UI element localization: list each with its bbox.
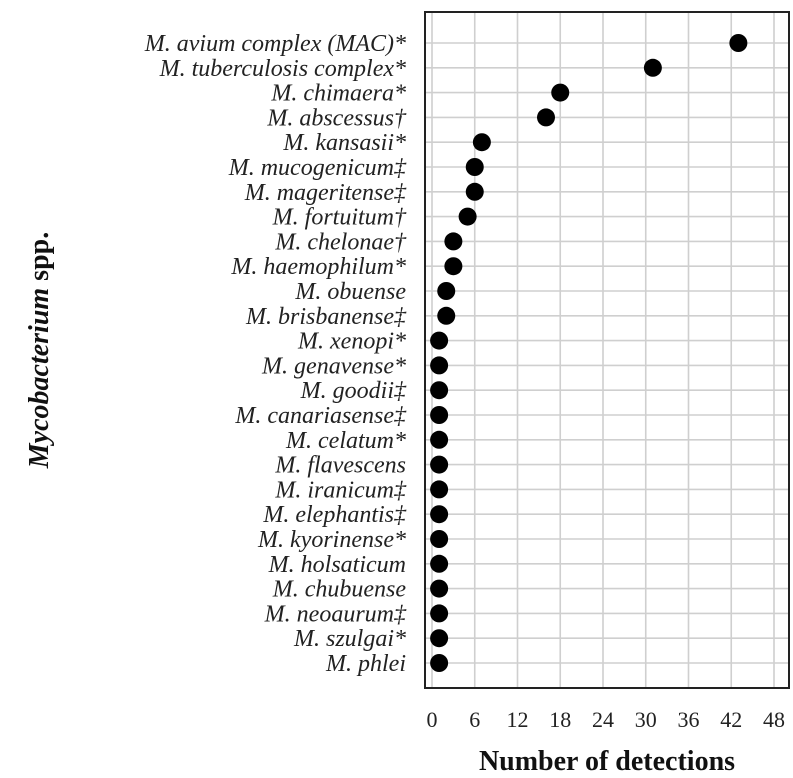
category-label: M. abscessus† [266,105,407,131]
category-labels: M. avium complex (MAC)*M. tuberculosis c… [144,31,407,677]
y-axis-title: Mycobacterium spp. [24,232,55,469]
category-label: M. szulgai* [293,626,406,652]
data-point [472,133,491,152]
category-label: M. neoaurum‡ [264,601,407,627]
category-label: M. elephantis‡ [262,502,407,528]
x-tick-labels: 0 6 12 18 24 30 36 42 48 [427,707,786,732]
category-label: M. chimaera* [270,81,406,107]
data-point [430,530,449,548]
x-tick-label: 42 [720,707,742,732]
grid-lines [425,12,789,688]
category-label: M. flavescens [274,453,406,479]
x-axis-title: Number of detections [479,746,735,777]
data-point [444,257,463,276]
data-point [465,158,484,176]
data-point [430,406,449,424]
category-label: M. tuberculosis complex* [159,56,406,82]
data-point [458,207,477,226]
category-label: M. xenopi* [297,329,406,355]
plot-frame [424,11,790,689]
category-label: M. chelonae† [274,229,407,255]
data-point [430,579,449,598]
data-point [537,108,555,127]
data-point [643,58,662,77]
data-point [430,455,449,474]
x-tick-label: 6 [469,707,480,732]
category-label: M. mageritense‡ [244,180,407,206]
category-label: M. holsaticum [268,552,406,578]
data-point [430,629,449,648]
x-tick-label: 0 [427,707,438,732]
data-point [437,282,456,300]
data-point [430,604,449,623]
data-point [465,182,484,201]
category-label: M. kyorinense* [257,527,406,553]
x-tick-label: 24 [592,707,614,732]
category-label: M. obuense [294,279,406,305]
y-axis-title-suffix: spp. [24,232,55,288]
x-tick-label: 48 [763,707,785,732]
data-point [430,505,449,524]
data-points [430,34,748,672]
category-label: M. chubuense [272,577,407,603]
category-label: M. iranicum‡ [274,477,407,503]
data-point [437,306,456,325]
x-tick-label: 18 [549,707,571,732]
data-point [430,554,449,573]
category-label: M. brisbanense‡ [245,304,407,330]
category-label: M. goodii‡ [300,378,407,404]
category-label: M. mucogenicum‡ [228,155,407,181]
category-label: M. canariasense‡ [234,403,407,429]
data-point [430,480,449,499]
y-axis-title-genus: Mycobacterium [24,288,55,469]
x-tick-label: 36 [678,707,700,732]
category-label: M. avium complex (MAC)* [144,31,406,57]
data-point [444,232,463,251]
data-point [729,34,748,52]
category-label: M. celatum* [285,428,406,454]
data-point [551,83,570,102]
data-point [430,430,449,449]
data-point [430,331,449,350]
data-point [430,654,449,672]
data-point [430,381,449,400]
x-tick-label: 30 [635,707,657,732]
category-label: M. kansasii* [282,130,406,156]
category-label: M. genavense* [261,353,406,379]
x-tick-label: 12 [507,707,529,732]
category-label: M. phlei [325,651,406,677]
data-point [430,356,449,375]
category-label: M. fortuitum† [272,205,407,231]
category-label: M. haemophilum* [230,254,406,280]
